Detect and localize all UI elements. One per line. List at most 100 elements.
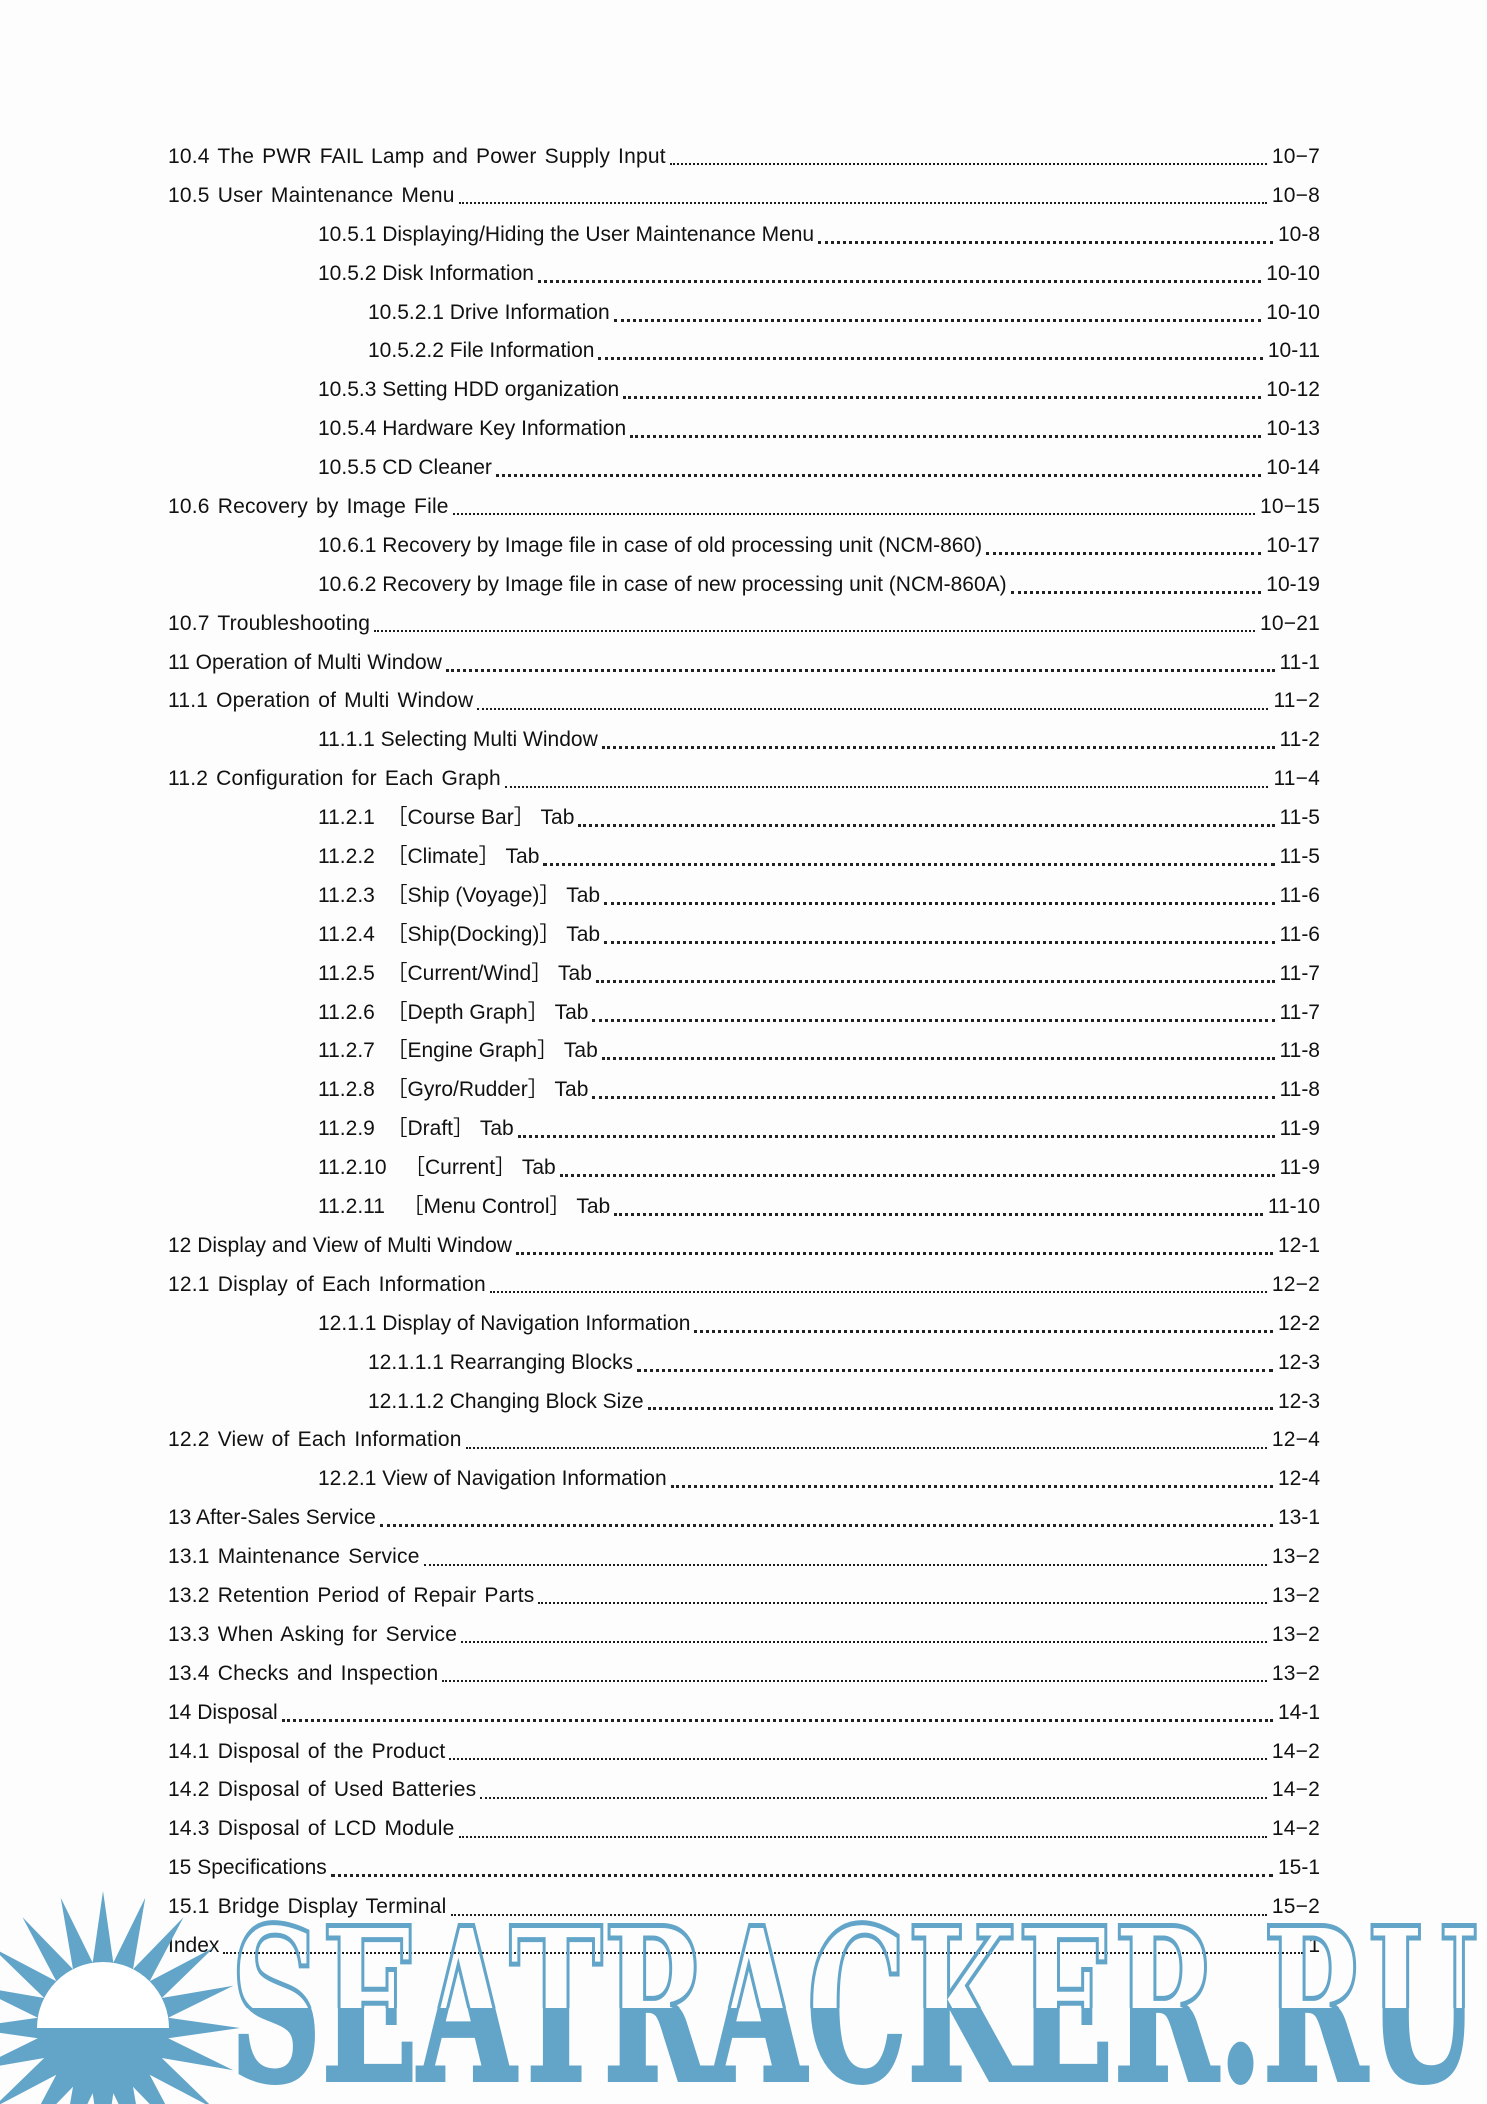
toc-entry-label: 11.2.11 ［Menu Control］ Tab bbox=[318, 1195, 611, 1219]
toc-page-number: 11-2 bbox=[1279, 728, 1320, 752]
toc-dot-leader bbox=[543, 862, 1275, 866]
toc-dot-leader bbox=[423, 1563, 1267, 1566]
toc-dot-leader bbox=[458, 1835, 1267, 1838]
toc-dot-leader bbox=[818, 240, 1273, 244]
toc-dot-leader bbox=[592, 1096, 1275, 1100]
toc-row: 11.2.8 ［Gyro/Rudder］ Tab 11-8 bbox=[168, 1071, 1320, 1110]
toc-dot-leader bbox=[445, 668, 1275, 672]
toc-row: 11.2.5 ［Current/Wind］ Tab 11-7 bbox=[168, 955, 1320, 994]
toc-entry-label: Index bbox=[168, 1933, 220, 1957]
toc-row: 11.2.4 ［Ship(Docking)］ Tab 11-6 bbox=[168, 916, 1320, 955]
toc-entry-label: 11.2.6 ［Depth Graph］ Tab bbox=[318, 1000, 589, 1024]
toc-page-number: 10-10 bbox=[1266, 300, 1320, 324]
toc-entry-label: 11.2.10 ［Current］ Tab bbox=[318, 1156, 556, 1180]
toc-row: 15 Specifications 15-1 bbox=[168, 1849, 1320, 1888]
toc-entry-label: 10.5.2.1 Drive Information bbox=[368, 300, 610, 324]
toc-page-number: 10−21 bbox=[1260, 611, 1320, 635]
toc-page-number: 13−2 bbox=[1271, 1545, 1320, 1569]
toc-page-number: 13−2 bbox=[1271, 1583, 1320, 1607]
toc-entry-label: 12.2.1 View of Navigation Information bbox=[318, 1467, 667, 1491]
toc-row: 14 Disposal 14-1 bbox=[168, 1694, 1320, 1733]
toc-page-number: 11-9 bbox=[1279, 1156, 1320, 1180]
toc-page-number: 12-1 bbox=[1277, 1233, 1320, 1257]
toc-dot-leader bbox=[613, 318, 1262, 322]
toc-dot-leader bbox=[461, 1641, 1267, 1644]
toc-page-number: 13-1 bbox=[1277, 1506, 1320, 1530]
toc-row: 11.2.6 ［Depth Graph］ Tab 11-7 bbox=[168, 994, 1320, 1033]
toc-dot-leader bbox=[623, 396, 1262, 400]
toc-entry-label: 12 Display and View of Multi Window bbox=[168, 1233, 512, 1257]
toc-page-number: 14−2 bbox=[1271, 1739, 1320, 1763]
toc-row: 11.2.9 ［Draft］ Tab 11-9 bbox=[168, 1110, 1320, 1149]
toc-entry-label: 10.5.4 Hardware Key Information bbox=[318, 417, 627, 441]
toc-entry-label: 11.2.7 ［Engine Graph］ Tab bbox=[318, 1039, 598, 1063]
toc-page-number: 10-8 bbox=[1277, 222, 1320, 246]
toc-dot-leader bbox=[598, 357, 1263, 361]
toc-entry-label: 12.1.1 Display of Navigation Information bbox=[318, 1311, 691, 1335]
toc-row: 10.5.5 CD Cleaner 10-14 bbox=[168, 449, 1320, 488]
toc-row: 11.2.11 ［Menu Control］ Tab 11-10 bbox=[168, 1188, 1320, 1227]
toc-dot-leader bbox=[601, 1057, 1275, 1061]
toc-entry-label: 10.4 The PWR FAIL Lamp and Power Supply … bbox=[168, 145, 666, 168]
toc-row: 10.5 User Maintenance Menu 10−8 bbox=[168, 177, 1320, 216]
toc-page-number: 11-7 bbox=[1279, 961, 1320, 985]
toc-page-number: 12−2 bbox=[1271, 1272, 1320, 1296]
toc-entry-label: 12.1.1.1 Rearranging Blocks bbox=[368, 1350, 633, 1374]
toc-page-number: 11-5 bbox=[1279, 806, 1320, 830]
toc-page-number: 11-9 bbox=[1279, 1117, 1320, 1141]
toc-row: 10.4 The PWR FAIL Lamp and Power Supply … bbox=[168, 138, 1320, 177]
toc-entry-label: 14.3 Disposal of LCD Module bbox=[168, 1817, 455, 1841]
toc-page-number: 10-10 bbox=[1266, 261, 1320, 285]
toc-page-number: 10-17 bbox=[1266, 533, 1320, 557]
toc-page-number: 11-8 bbox=[1279, 1039, 1320, 1063]
toc-row: 11.2.10 ［Current］ Tab 11-9 bbox=[168, 1149, 1320, 1188]
toc-row: 12.1 Display of Each Information 12−2 bbox=[168, 1266, 1320, 1305]
toc-dot-leader bbox=[449, 1757, 1267, 1760]
toc-page-number: 10-13 bbox=[1266, 417, 1320, 441]
toc-entry-label: 10.5 User Maintenance Menu bbox=[168, 183, 455, 207]
toc-row: 13 After-Sales Service 13-1 bbox=[168, 1499, 1320, 1538]
toc-row: 13.1 Maintenance Service 13−2 bbox=[168, 1538, 1320, 1577]
toc-entry-label: 10.7 Troubleshooting bbox=[168, 611, 371, 635]
toc-dot-leader bbox=[670, 1485, 1273, 1489]
toc-row: 11.1.1 Selecting Multi Window 11-2 bbox=[168, 721, 1320, 760]
toc-row: 11 Operation of Multi Window 11-1 bbox=[168, 644, 1320, 683]
toc-dot-leader bbox=[489, 1291, 1267, 1294]
toc-row: 15.1 Bridge Display Terminal 15−2 bbox=[168, 1888, 1320, 1927]
toc-dot-leader bbox=[694, 1329, 1273, 1333]
toc-entry-label: 13.3 When Asking for Service bbox=[168, 1622, 458, 1646]
toc-row: 11.2.2 ［Climate］ Tab 11-5 bbox=[168, 838, 1320, 877]
toc-row: 10.6.1 Recovery by Image file in case of… bbox=[168, 527, 1320, 566]
toc-entry-label: 13.4 Checks and Inspection bbox=[168, 1661, 439, 1685]
toc-page-number: 10−7 bbox=[1271, 145, 1320, 168]
toc-dot-leader bbox=[578, 824, 1275, 828]
toc-row: 12.1.1.2 Changing Block Size 12-3 bbox=[168, 1383, 1320, 1422]
toc-dot-leader bbox=[517, 1135, 1275, 1139]
toc-dot-leader bbox=[281, 1718, 1273, 1722]
toc-dot-leader bbox=[458, 202, 1267, 205]
toc-dot-leader bbox=[480, 1796, 1267, 1799]
toc-entry-label: 11.2.4 ［Ship(Docking)］ Tab bbox=[318, 922, 601, 946]
toc-dot-leader bbox=[442, 1680, 1267, 1683]
toc-entry-label: 10.5.5 CD Cleaner bbox=[318, 456, 492, 480]
toc-dot-leader bbox=[630, 435, 1262, 439]
sun-disc-icon bbox=[37, 1962, 169, 2028]
toc-dot-leader bbox=[330, 1874, 1273, 1878]
toc-row: 11.2 Configuration for Each Graph 11−4 bbox=[168, 760, 1320, 799]
toc-dot-leader bbox=[379, 1524, 1273, 1528]
toc-entry-label: 11.2.8 ［Gyro/Rudder］ Tab bbox=[318, 1078, 589, 1102]
toc-entry-label: 10.6 Recovery by Image File bbox=[168, 495, 449, 519]
toc-page-number: 10-12 bbox=[1266, 378, 1320, 402]
toc-dot-leader bbox=[637, 1368, 1273, 1372]
toc-row: 10.6 Recovery by Image File 10−15 bbox=[168, 488, 1320, 527]
toc-page-number: 13−2 bbox=[1271, 1661, 1320, 1685]
toc-entry-label: 13.2 Retention Period of Repair Parts bbox=[168, 1583, 535, 1607]
toc-entry-label: 15.1 Bridge Display Terminal bbox=[168, 1895, 447, 1919]
toc-page-number: 10−15 bbox=[1260, 495, 1320, 519]
toc-entry-label: 14.1 Disposal of the Product bbox=[168, 1739, 446, 1763]
toc-dot-leader bbox=[604, 940, 1275, 944]
toc-dot-leader bbox=[601, 746, 1275, 750]
toc-row: 10.7 Troubleshooting 10−21 bbox=[168, 605, 1320, 644]
toc-dot-leader bbox=[559, 1174, 1275, 1178]
toc-entry-label: 11.1.1 Selecting Multi Window bbox=[318, 728, 598, 752]
